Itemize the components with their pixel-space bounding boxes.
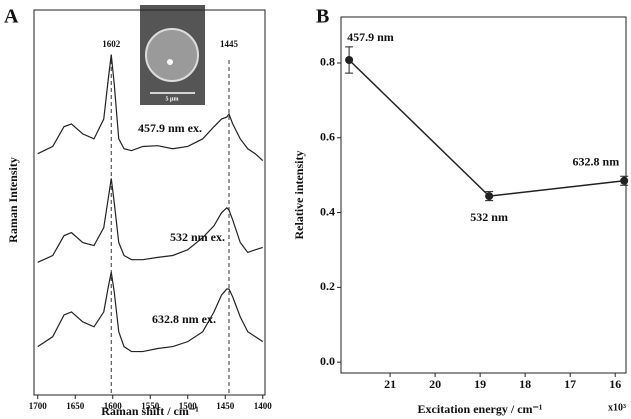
series-label: 532 nm ex. xyxy=(170,230,225,244)
scale-label: 5 μm xyxy=(166,96,179,102)
x-tick-label: 16 xyxy=(609,377,621,391)
data-line xyxy=(37,272,264,353)
x-tick-label: 1550 xyxy=(141,401,160,411)
data-point xyxy=(345,56,354,65)
y-axis-label: Raman Intensity xyxy=(6,157,20,243)
x-tick-label: 1650 xyxy=(66,401,85,411)
x-tick-label: 1600 xyxy=(104,401,123,411)
x-tick-label: 1400 xyxy=(254,401,273,411)
data-point xyxy=(620,176,629,185)
x-tick-label: 20 xyxy=(429,377,441,391)
x-tick-label: 1700 xyxy=(29,401,48,411)
x-tick-label: 17 xyxy=(564,377,576,391)
point-label: 632.8 nm xyxy=(573,155,620,169)
panel-label: A xyxy=(4,6,19,28)
peak-label: 1445 xyxy=(220,39,239,49)
y-tick-label: 0.4 xyxy=(320,204,335,218)
plot-frame xyxy=(340,16,627,374)
data-line xyxy=(37,178,263,263)
y-axis-label: Relative intensity xyxy=(292,151,306,240)
plot-frame xyxy=(33,9,266,396)
x-multiplier: x10³ xyxy=(608,402,626,413)
x-tick-label: 19 xyxy=(474,377,486,391)
cell xyxy=(145,28,199,82)
data-point xyxy=(485,192,494,201)
y-tick-label: 0.6 xyxy=(320,130,335,144)
peak-label: 1602 xyxy=(102,39,121,49)
y-tick-label: 0.8 xyxy=(320,55,335,69)
x-tick-label: 1500 xyxy=(179,401,198,411)
x-tick-label: 18 xyxy=(519,377,531,391)
point-label: 457.9 nm xyxy=(347,30,394,44)
series-label: 457.9 nm ex. xyxy=(138,121,202,135)
data-line xyxy=(348,59,625,197)
x-axis-label: Raman shift / cm⁻¹ xyxy=(101,404,199,418)
cell-spot xyxy=(167,59,173,65)
x-axis-label: Excitation energy / cm⁻¹ xyxy=(418,402,543,416)
inset: 5 μm xyxy=(140,5,205,105)
data-line xyxy=(37,54,264,162)
point-label: 532 nm xyxy=(470,210,508,224)
y-tick-label: 0.0 xyxy=(320,354,335,368)
x-tick-label: 1450 xyxy=(216,401,235,411)
panel-label: B xyxy=(316,6,329,28)
series-label: 632.8 nm ex. xyxy=(152,312,216,326)
y-tick-label: 0.2 xyxy=(320,279,335,293)
x-tick-label: 21 xyxy=(384,377,396,391)
